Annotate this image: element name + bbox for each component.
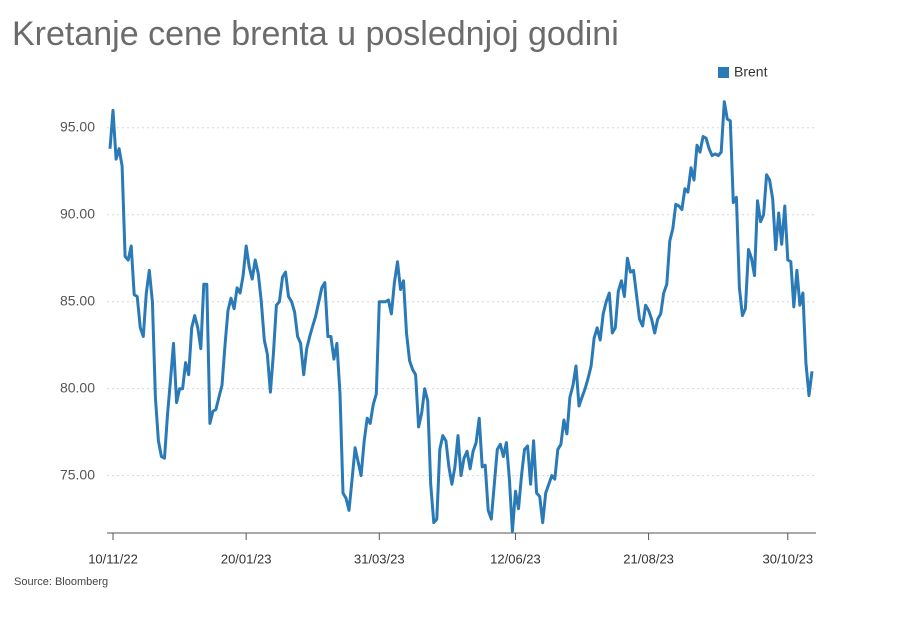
y-tick-label: 95.00 bbox=[60, 118, 95, 134]
chart-title: Kretanje cene brenta u poslednjoj godini bbox=[12, 15, 619, 53]
x-tick-label: 12/06/23 bbox=[490, 551, 541, 566]
y-tick-label: 75.00 bbox=[60, 466, 95, 482]
x-tick-label: 10/11/22 bbox=[88, 551, 138, 566]
y-tick-label: 90.00 bbox=[60, 205, 95, 221]
legend-swatch bbox=[718, 67, 729, 78]
y-tick-label: 85.00 bbox=[60, 292, 95, 308]
source: Source: Bloomberg bbox=[14, 576, 108, 588]
x-tick-label: 21/08/23 bbox=[623, 551, 674, 566]
line bbox=[108, 100, 814, 533]
x-tick-label: 30/10/23 bbox=[762, 551, 813, 566]
x-tick-label: 31/03/23 bbox=[354, 551, 405, 566]
legend-label: Brent bbox=[734, 64, 768, 80]
x-tick-label: 20/01/23 bbox=[221, 551, 272, 566]
y-tick-label: 80.00 bbox=[60, 379, 95, 395]
